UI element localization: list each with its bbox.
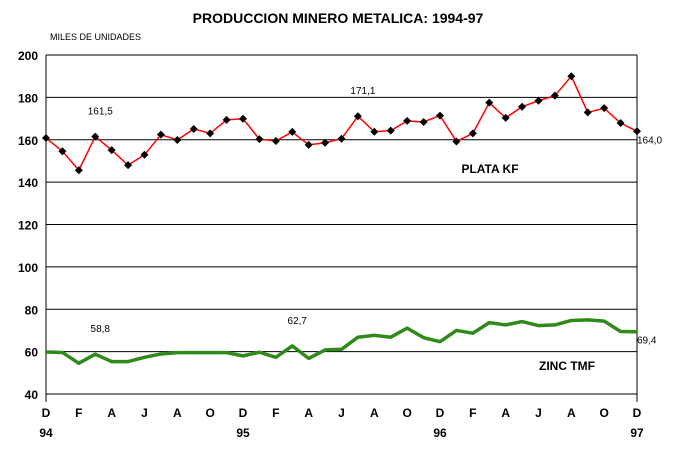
y-tick-label: 60 [25,346,39,360]
data-point [189,124,198,133]
data-point [124,161,133,170]
y-tick-label: 120 [18,219,38,233]
data-point [534,96,543,105]
data-point [156,130,165,139]
x-tick-label: F [469,406,476,420]
x-tick-label: O [599,406,608,420]
year-label: 97 [630,426,644,440]
data-point [485,98,494,107]
y-tick-label: 80 [25,303,39,317]
x-tick-label: A [501,406,510,420]
x-tick-label: A [304,406,313,420]
x-tick-label: O [402,406,411,420]
data-label: 171,1 [350,86,375,97]
data-point [107,146,116,155]
data-point [468,129,477,138]
data-point [567,72,576,81]
year-label: 96 [433,426,447,440]
y-tick-label: 100 [18,261,38,275]
data-point [91,132,100,141]
data-point [239,114,247,123]
data-point [337,134,346,143]
data-point [518,102,527,111]
x-tick-label: F [272,406,279,420]
year-label: 95 [236,426,250,440]
series-label-plata: PLATA KF [461,162,518,176]
data-point [173,135,182,144]
series-line-zinc [45,318,638,366]
data-point [550,91,559,100]
data-point [58,147,67,156]
data-label: 161,5 [88,107,113,118]
x-tick-label: D [436,406,445,420]
data-point [255,135,264,144]
x-tick-label: D [239,406,248,420]
data-point [42,134,50,143]
data-point [288,127,297,136]
year-label: 94 [39,426,53,440]
y-tick-label: 40 [25,388,39,402]
data-point [600,104,609,113]
x-tick-label: O [205,406,214,420]
data-point [583,108,592,117]
data-label: 69,4 [637,336,657,347]
x-tick-label: A [173,406,182,420]
data-point [403,116,412,125]
data-point [616,119,625,128]
x-tick-label: D [42,406,51,420]
data-point [386,126,395,135]
data-point [271,137,280,146]
data-point [74,166,83,175]
data-point [501,113,510,122]
data-point [222,115,231,124]
chart-title: PRODUCCION MINERO METALICA: 1994-97 [193,10,484,26]
data-point [140,150,149,159]
x-tick-label: D [633,406,642,420]
series-line-plata [45,75,638,172]
x-tick-label: A [370,406,379,420]
data-point [452,137,461,146]
data-point [633,127,641,136]
y-tick-label: 180 [18,91,38,105]
data-point [419,117,428,126]
y-axis-label: MILES DE UNIDADES [50,32,141,42]
data-point [353,112,362,121]
series-label-zinc: ZINC TMF [539,359,595,373]
x-tick-label: J [338,406,345,420]
x-tick-label: A [567,406,576,420]
data-label: 164,0 [637,135,662,146]
data-point [370,127,379,136]
x-tick-label: J [535,406,542,420]
data-label: 62,7 [288,316,308,327]
data-label: 58,8 [91,324,111,335]
y-tick-label: 140 [18,176,38,190]
x-tick-label: A [107,406,116,420]
data-point [206,129,215,138]
y-tick-label: 160 [18,134,38,148]
data-point [436,111,444,120]
x-tick-label: F [75,406,82,420]
x-tick-label: J [141,406,148,420]
y-tick-label: 200 [18,49,38,63]
data-point [304,140,313,149]
data-point [321,138,330,147]
